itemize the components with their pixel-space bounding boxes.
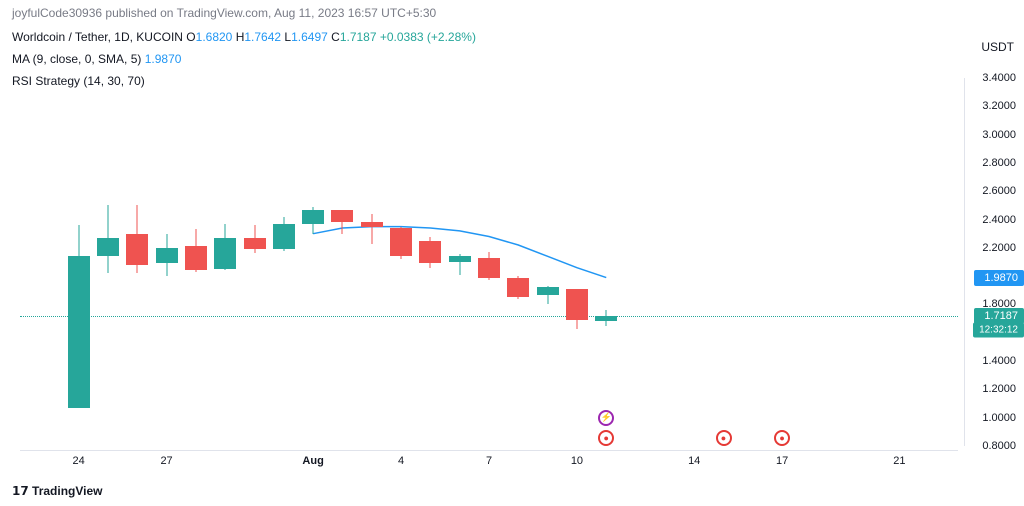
ma-price-badge: 1.9870 xyxy=(974,270,1024,286)
candle[interactable] xyxy=(566,78,588,446)
ohlc-high: 1.7642 xyxy=(244,30,281,44)
candle[interactable] xyxy=(302,78,324,446)
xaxis-tick: 24 xyxy=(73,455,85,467)
candle[interactable] xyxy=(156,78,178,446)
ohlc-change: +0.0383 xyxy=(380,30,424,44)
xaxis-tick: 21 xyxy=(893,455,905,467)
candle[interactable] xyxy=(537,78,559,446)
yaxis-tick: 1.4000 xyxy=(982,355,1016,367)
xaxis-tick: Aug xyxy=(302,455,323,467)
yaxis-tick: 0.8000 xyxy=(982,440,1016,452)
x-axis[interactable]: 24 27 Aug 4 7 10 14 17 21 xyxy=(20,450,958,470)
publish-header: joyfulCode30936 published on TradingView… xyxy=(0,0,1024,26)
ma-label: MA (9, close, 0, SMA, 5) xyxy=(12,52,141,66)
candle[interactable] xyxy=(390,78,412,446)
candle[interactable] xyxy=(126,78,148,446)
brand-footer: 𝟭𝟳 TradingView xyxy=(12,484,103,498)
brand-name: TradingView xyxy=(32,484,102,498)
publish-text: joyfulCode30936 published on TradingView… xyxy=(12,6,436,20)
candle[interactable] xyxy=(331,78,353,446)
ma-info-row: MA (9, close, 0, SMA, 5) 1.9870 xyxy=(0,48,1024,70)
symbol-name: Worldcoin / Tether, 1D, KUCOIN xyxy=(12,30,183,44)
candle[interactable] xyxy=(478,78,500,446)
ohlc-change-pct: (+2.28%) xyxy=(427,30,476,44)
candle[interactable] xyxy=(595,78,617,446)
candle[interactable] xyxy=(507,78,529,446)
yaxis-tick: 3.4000 xyxy=(982,72,1016,84)
countdown-badge: 12:32:12 xyxy=(973,322,1024,337)
xaxis-tick: 7 xyxy=(486,455,492,467)
xaxis-tick: 10 xyxy=(571,455,583,467)
ohlc-close: 1.7187 xyxy=(340,30,377,44)
xaxis-tick: 14 xyxy=(688,455,700,467)
xaxis-tick: 17 xyxy=(776,455,788,467)
candle[interactable] xyxy=(97,78,119,446)
event-icon[interactable]: ⚡ xyxy=(598,410,614,426)
ma-value: 1.9870 xyxy=(145,52,182,66)
yaxis-tick: 1.2000 xyxy=(982,383,1016,395)
symbol-info-row: Worldcoin / Tether, 1D, KUCOIN O1.6820 H… xyxy=(0,26,1024,48)
brand-logo-glyph: 𝟭𝟳 xyxy=(12,484,29,498)
ohlc-low: 1.6497 xyxy=(291,30,328,44)
candle[interactable] xyxy=(273,78,295,446)
ohlc-open: 1.6820 xyxy=(196,30,233,44)
yaxis-tick: 2.2000 xyxy=(982,242,1016,254)
xaxis-tick: 27 xyxy=(160,455,172,467)
candle[interactable] xyxy=(214,78,236,446)
chart-canvas[interactable]: ⚡ ● ● ● xyxy=(20,78,958,446)
yaxis-tick: 3.2000 xyxy=(982,100,1016,112)
candle[interactable] xyxy=(361,78,383,446)
yaxis-tick: 2.6000 xyxy=(982,185,1016,197)
candle[interactable] xyxy=(68,78,90,446)
candle[interactable] xyxy=(449,78,471,446)
candle[interactable] xyxy=(244,78,266,446)
event-icon[interactable]: ● xyxy=(774,430,790,446)
event-icon[interactable]: ● xyxy=(716,430,732,446)
yaxis-currency: USDT xyxy=(981,40,1014,54)
candle[interactable] xyxy=(185,78,207,446)
yaxis-tick: 2.4000 xyxy=(982,214,1016,226)
candle[interactable] xyxy=(419,78,441,446)
yaxis-tick: 2.8000 xyxy=(982,157,1016,169)
event-icon[interactable]: ● xyxy=(598,430,614,446)
yaxis-tick: 1.0000 xyxy=(982,412,1016,424)
yaxis-tick: 3.0000 xyxy=(982,129,1016,141)
y-axis[interactable]: 3.40003.20003.00002.80002.60002.40002.20… xyxy=(964,78,1024,446)
xaxis-tick: 4 xyxy=(398,455,404,467)
